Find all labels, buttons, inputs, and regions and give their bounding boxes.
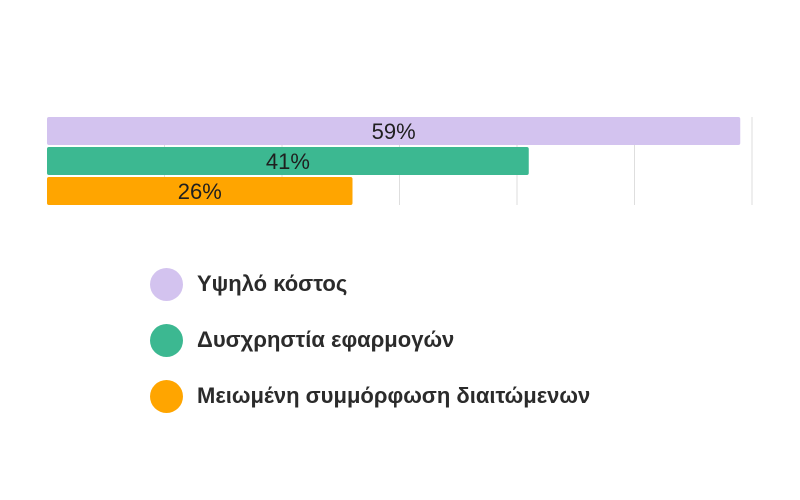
bar-label-1: 59% bbox=[372, 119, 416, 144]
bar-label-3: 26% bbox=[178, 179, 222, 204]
legend-item-high-cost: Υψηλό κόστος bbox=[150, 267, 750, 301]
legend-swatch-app-usability bbox=[150, 323, 183, 357]
bar-2 bbox=[47, 147, 529, 175]
bar-3 bbox=[47, 177, 353, 205]
legend-label-app-usability: Δυσχρηστία εφαρμογών bbox=[197, 327, 455, 352]
bar-label-2: 41% bbox=[266, 149, 310, 174]
bar-1 bbox=[47, 117, 741, 145]
legend-item-app-usability: Δυσχρηστία εφαρμογών bbox=[150, 323, 750, 357]
legend-label-high-cost: Υψηλό κόστος bbox=[197, 271, 348, 296]
legend-swatch-reduced-compliance bbox=[150, 379, 183, 413]
legend-swatch-high-cost bbox=[150, 267, 183, 301]
bar-chart-plot: 59% 41% 26% bbox=[47, 117, 753, 205]
legend-label-reduced-compliance: Μειωμένη συμμόρφωση διαιτώμενων bbox=[197, 383, 591, 408]
legend-item-reduced-compliance: Μειωμένη συμμόρφωση διαιτώμενων bbox=[150, 379, 750, 413]
chart-legend: Υψηλό κόστος Δυσχρηστία εφαρμογών Μειωμέ… bbox=[150, 267, 750, 435]
